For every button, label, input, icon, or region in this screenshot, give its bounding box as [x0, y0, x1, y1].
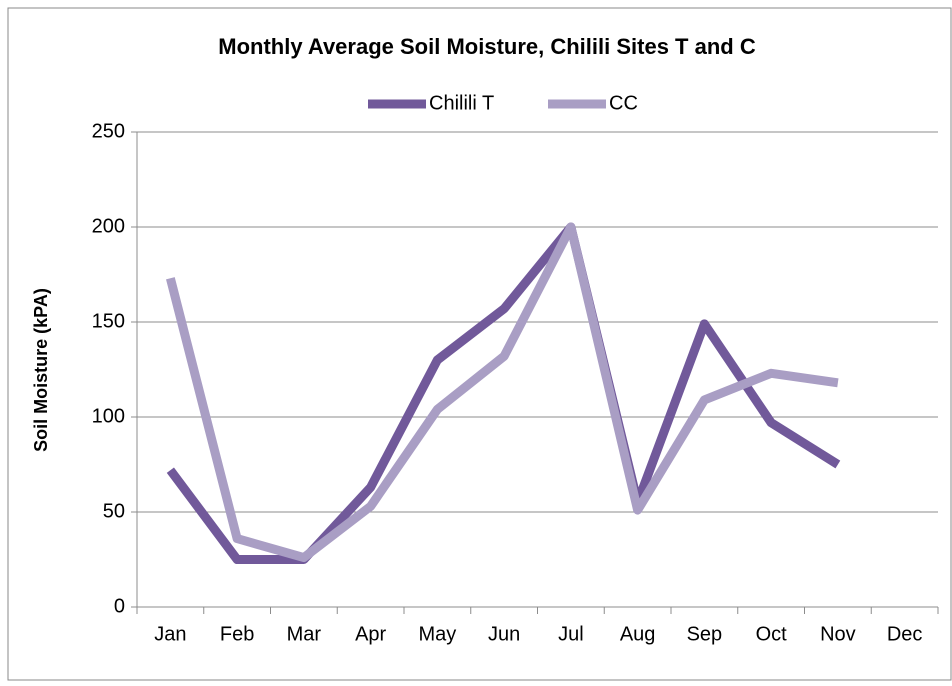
y-tick-label: 100: [92, 405, 125, 427]
x-tick-label: Jul: [558, 623, 584, 645]
x-tick-label: Dec: [887, 623, 923, 645]
legend-label: CC: [609, 92, 638, 114]
x-tick-label: Jan: [154, 623, 186, 645]
x-tick-label: Aug: [620, 623, 656, 645]
y-tick-label: 50: [103, 500, 125, 522]
y-axis-label: Soil Moisture (kPA): [31, 288, 51, 452]
y-tick-label: 150: [92, 310, 125, 332]
x-tick-label: Feb: [220, 623, 254, 645]
chart-title: Monthly Average Soil Moisture, Chilili S…: [218, 34, 756, 59]
chart-border: [7, 7, 952, 681]
series-line: [166, 222, 841, 564]
x-tick-label: Jun: [488, 623, 520, 645]
y-tick-label: 0: [114, 595, 125, 617]
x-tick-label: Oct: [756, 623, 788, 645]
y-tick-label: 250: [92, 120, 125, 142]
y-tick-label: 200: [92, 215, 125, 237]
x-tick-label: Mar: [287, 623, 322, 645]
series-line: [166, 222, 839, 563]
x-tick-label: May: [418, 623, 456, 645]
x-tick-label: Apr: [355, 623, 386, 645]
legend-label: Chilili T: [429, 92, 494, 114]
x-tick-label: Sep: [687, 623, 723, 645]
x-tick-label: Nov: [820, 623, 856, 645]
